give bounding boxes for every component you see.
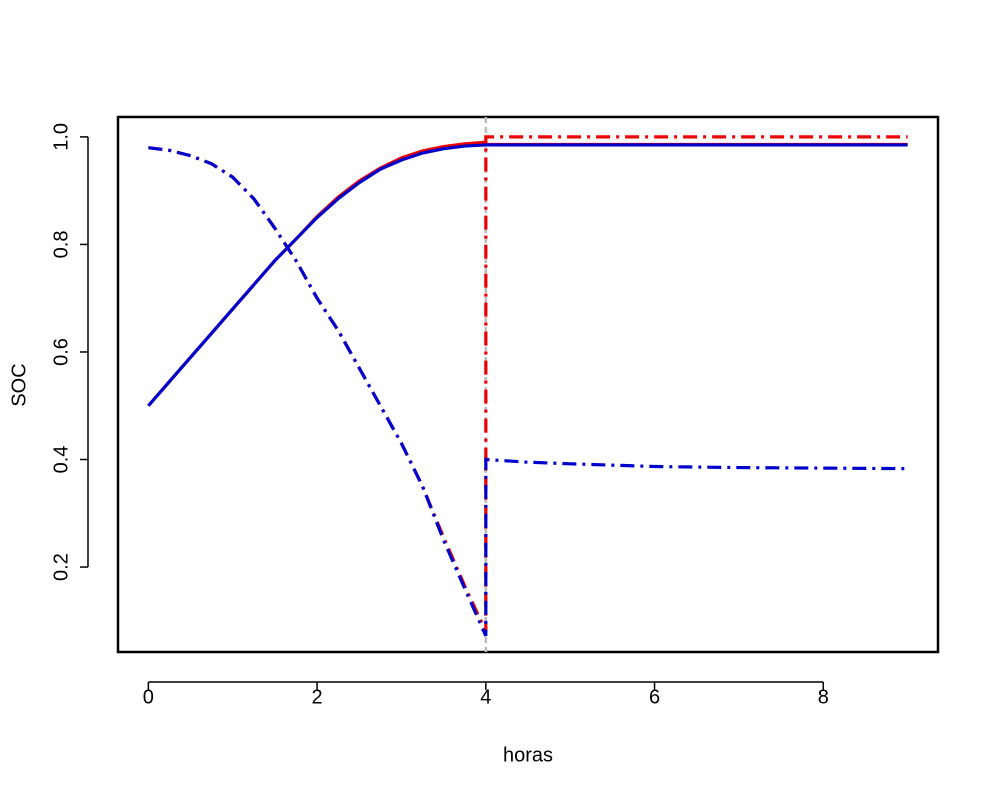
x-tick-label: 6 — [649, 686, 660, 708]
x-axis-label: horas — [503, 744, 553, 766]
series-line — [148, 135, 908, 633]
x-tick-label: 0 — [143, 686, 154, 708]
series-line — [148, 146, 908, 637]
y-tick-label: 0.4 — [50, 446, 72, 474]
plot-frame — [116, 115, 940, 654]
y-tick-label: 0.8 — [50, 231, 72, 259]
y-tick-label: 0.6 — [50, 338, 72, 366]
y-tick-label: 0.2 — [50, 553, 72, 581]
x-tick-label: 4 — [480, 686, 491, 708]
y-tick-label: 1.0 — [50, 123, 72, 151]
x-tick-label: 8 — [818, 686, 829, 708]
series-line — [147, 143, 908, 407]
y-axis-label: SOC — [8, 363, 30, 406]
x-tick-label: 2 — [312, 686, 323, 708]
